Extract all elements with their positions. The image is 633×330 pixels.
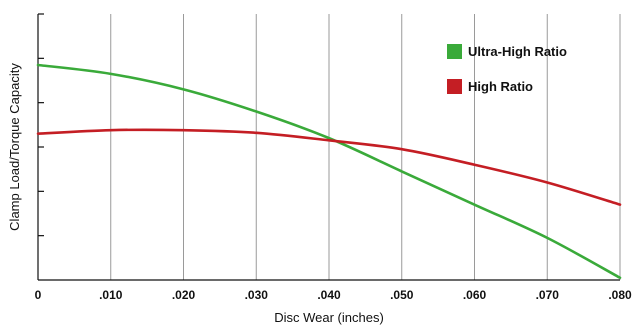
series-line-ultra-high-ratio	[36, 63, 622, 280]
x-tick-label: .010	[99, 288, 123, 302]
legend-swatch-high-ratio	[447, 79, 462, 94]
x-tick-label: .050	[390, 288, 414, 302]
legend-item: High Ratio	[447, 79, 533, 94]
legend-item: Ultra-High Ratio	[447, 44, 567, 59]
legend: Ultra-High Ratio High Ratio	[447, 44, 567, 94]
x-tick-label: .060	[463, 288, 487, 302]
x-tick-labels: 0 .010 .020 .030 .040 .050 .060 .070 .080	[35, 288, 632, 302]
legend-swatch-ultra-high-ratio	[447, 44, 462, 59]
x-axis-title: Disc Wear (inches)	[274, 310, 384, 325]
x-tick-label: 0	[35, 288, 42, 302]
legend-label-ultra-high-ratio: Ultra-High Ratio	[468, 44, 567, 59]
x-tick-label: .020	[172, 288, 196, 302]
series-lines	[36, 63, 622, 280]
y-axis-title: Clamp Load/Torque Capacity	[7, 63, 22, 231]
x-tick-label: .040	[317, 288, 341, 302]
legend-label-high-ratio: High Ratio	[468, 79, 533, 94]
series-line-high-ratio	[36, 128, 622, 206]
vertical-gridlines	[110, 14, 621, 280]
x-tick-label: .030	[245, 288, 269, 302]
y-axis-ticks	[38, 13, 44, 237]
x-tick-label: .070	[536, 288, 560, 302]
x-tick-label: .080	[608, 288, 632, 302]
